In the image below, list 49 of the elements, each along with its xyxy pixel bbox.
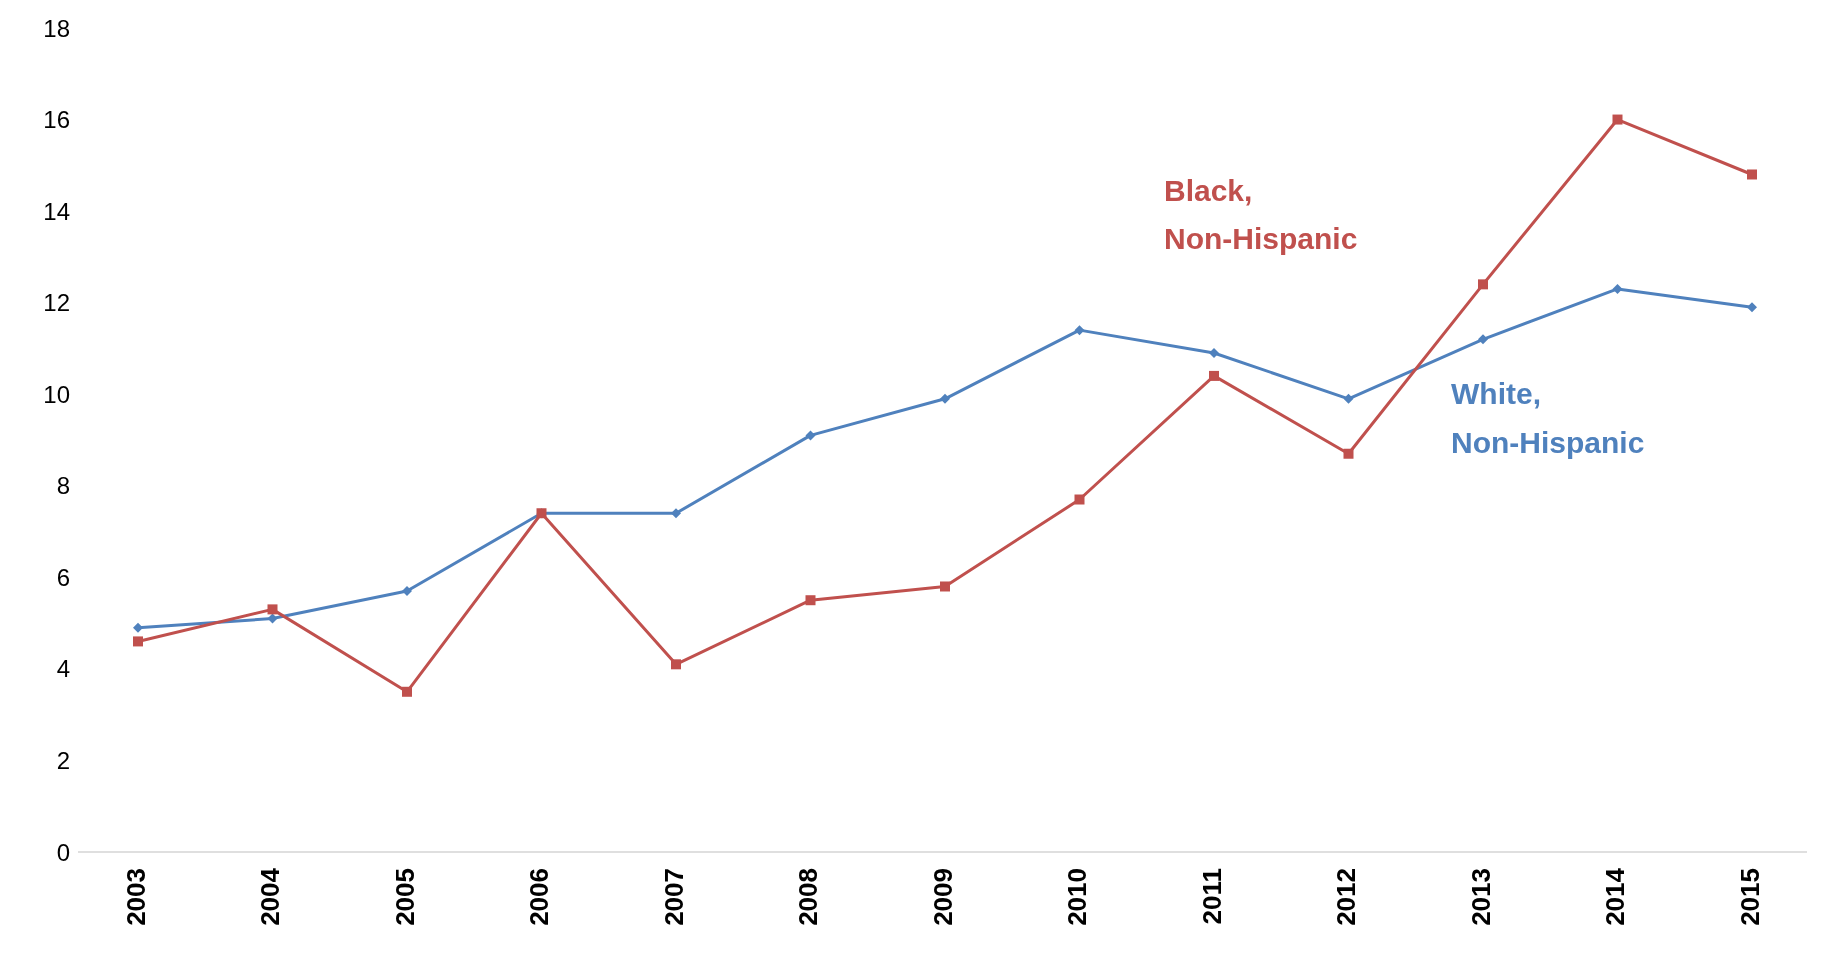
point [671,508,681,519]
point [1612,114,1623,125]
point [1209,348,1219,359]
point [402,686,412,697]
point [1343,448,1354,459]
point [1747,169,1757,180]
point [267,613,278,624]
y-tick-label: 4 [56,655,70,683]
x-tick-label: 2007 [658,868,689,926]
y-tick-label: 6 [56,563,70,591]
x-tick-label: 2012 [1331,868,1362,926]
x-tick-label: 2009 [927,868,958,926]
x-tick-label: 2014 [1600,867,1631,926]
y-tick-label: 12 [43,289,70,317]
point [133,622,143,633]
x-tick-label: 2005 [389,868,420,926]
x-tick-label: 2006 [524,868,555,926]
point [267,604,278,615]
point [805,430,816,441]
point [133,636,143,647]
y-tick-label: 0 [56,838,70,866]
series-label: White, Non-Hispanic [1451,377,1645,460]
point [1074,325,1085,336]
point [1612,283,1623,294]
point [1074,494,1085,505]
point [1343,393,1354,404]
point [1478,334,1488,345]
point [1478,279,1488,290]
x-tick-label: 2013 [1465,868,1496,926]
x-tick-label: 2010 [1062,868,1093,926]
y-tick-label: 10 [43,380,70,408]
y-tick-label: 2 [56,746,70,774]
point [1747,302,1757,313]
point [940,581,950,592]
y-tick-label: 8 [56,472,70,500]
point [402,586,412,597]
point [940,393,950,404]
y-tick-label: 18 [43,14,70,42]
y-tick-label: 16 [43,106,70,134]
x-tick-label: 2015 [1734,868,1765,926]
y-tick-label: 14 [43,197,70,225]
x-tick-label: 2008 [793,868,824,926]
text: Black, Non-Hispanic [1164,173,1358,255]
x-tick-label: 2011 [1196,868,1227,925]
x-tick-label: 2004 [255,867,286,926]
point [671,659,681,670]
point [1209,370,1219,381]
point [805,595,816,606]
x-tick-label: 2003 [120,868,151,926]
